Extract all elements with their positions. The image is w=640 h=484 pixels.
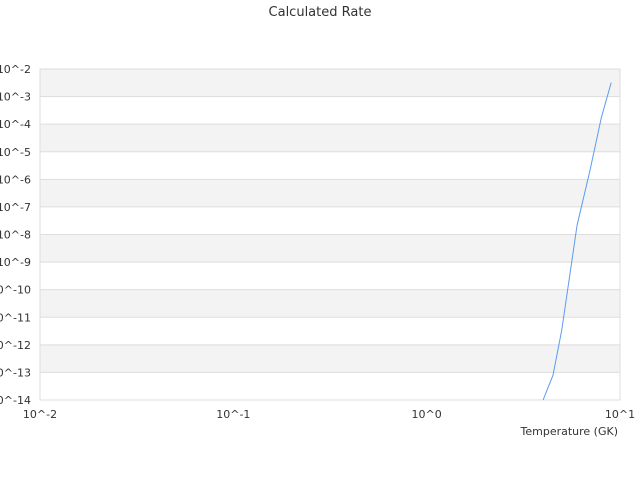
grid-band: [40, 69, 620, 97]
x-tick-label: 10^1: [605, 408, 635, 421]
grid-band: [40, 289, 620, 318]
y-tick-label: 10^-14: [0, 394, 31, 407]
grid-band: [40, 317, 620, 345]
grid-band: [40, 179, 620, 207]
y-tick-label: 10^-7: [0, 201, 31, 214]
plot-frame: [39, 68, 621, 401]
series-line: [542, 82, 612, 401]
grid-band: [40, 372, 620, 400]
x-tick-label: 10^-1: [216, 408, 250, 421]
grid-band: [40, 262, 620, 290]
y-tick-label: 10^-6: [0, 173, 31, 186]
y-tick-label: 10^-8: [0, 229, 31, 242]
y-tick-label: 10^-10: [0, 284, 31, 297]
x-tick-label: 10^-2: [23, 408, 57, 421]
x-tick-label: 10^0: [412, 408, 442, 421]
grid-band: [40, 124, 620, 152]
grid-band: [40, 96, 620, 125]
grid-band: [40, 344, 620, 373]
chart-title: Calculated Rate: [269, 5, 372, 20]
x-axis-label: Temperature (GK): [520, 425, 619, 438]
y-tick-label: 10^-3: [0, 91, 31, 104]
y-tick-label: 10^-4: [0, 118, 31, 131]
y-tick-label: 10^-2: [0, 63, 31, 76]
grid-band: [40, 151, 620, 180]
y-tick-label: 10^-11: [0, 311, 31, 324]
grid-band: [40, 206, 620, 235]
y-tick-label: 10^-12: [0, 339, 31, 352]
y-tick-label: 10^-9: [0, 256, 31, 269]
grid-band: [40, 234, 620, 263]
y-tick-label: 10^-13: [0, 366, 31, 379]
y-tick-label: 10^-5: [0, 146, 31, 159]
